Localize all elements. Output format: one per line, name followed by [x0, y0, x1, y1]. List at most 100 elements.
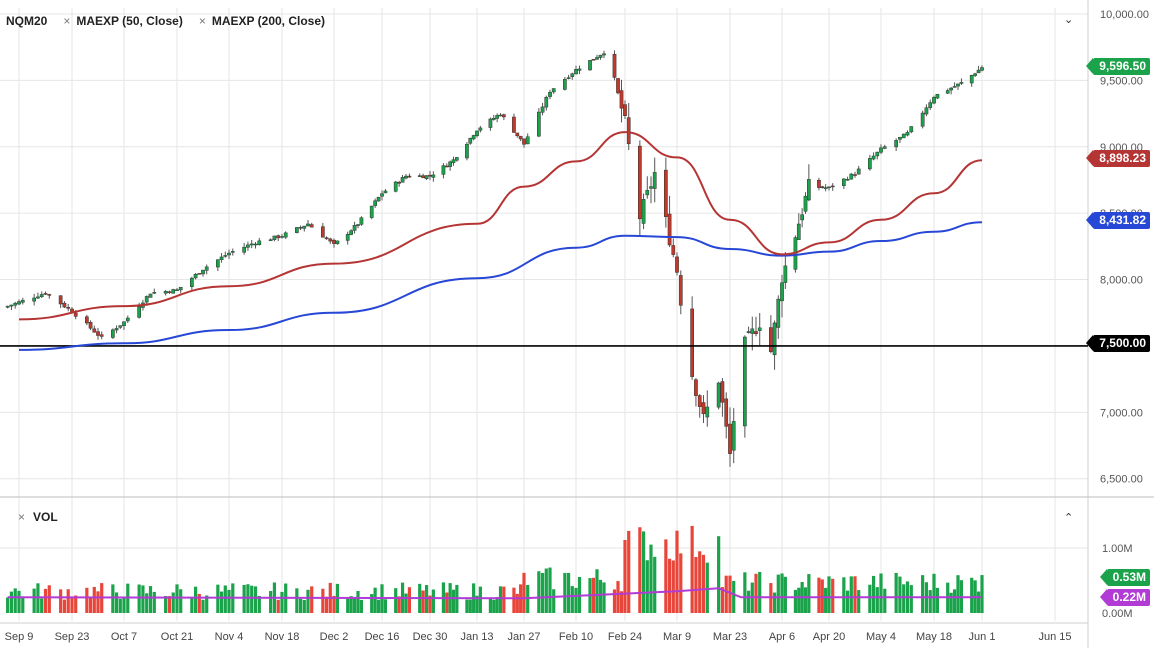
volume-bar — [356, 591, 360, 613]
candle-body — [757, 327, 762, 331]
volume-bar — [616, 581, 620, 613]
candle-body — [230, 251, 235, 253]
candle-body — [612, 53, 617, 78]
candle-body — [488, 118, 493, 128]
candle-body — [649, 186, 653, 189]
candle-body — [827, 186, 831, 189]
volume-ma-line — [7, 587, 982, 600]
volume-bar — [717, 536, 721, 613]
candle-body — [776, 298, 781, 328]
candle-body — [849, 173, 854, 180]
time-axis-tick: Jun 15 — [1038, 631, 1071, 643]
candle-body — [465, 143, 469, 159]
candle-body — [306, 223, 310, 227]
candle-body — [871, 155, 876, 160]
volume-bar — [671, 560, 675, 613]
candle-body — [588, 60, 592, 71]
candle-body — [924, 107, 929, 115]
volume-bar — [831, 578, 835, 613]
time-axis-tick: Oct 7 — [111, 631, 137, 643]
volume-bar — [566, 572, 571, 613]
candle-body — [455, 157, 459, 161]
candle-body — [800, 214, 804, 221]
volume-bar — [853, 576, 857, 613]
candle-body — [935, 93, 940, 99]
volume-bar — [602, 582, 606, 613]
volume-bar — [894, 572, 898, 613]
candle-body — [856, 168, 861, 175]
candle-body — [671, 245, 676, 255]
collapse-chevron-icon[interactable]: ⌄ — [1064, 14, 1074, 26]
volume-bar — [111, 584, 115, 613]
volume-bar — [641, 531, 646, 613]
candle-body — [393, 181, 398, 192]
volume-bar — [623, 539, 627, 613]
close-icon[interactable]: × — [198, 14, 206, 28]
volume-bar — [190, 597, 194, 613]
candle-body — [512, 116, 516, 133]
volume-bar — [780, 573, 784, 613]
volume-bar — [772, 592, 777, 613]
volume-bar — [694, 556, 698, 613]
candle-body — [750, 328, 755, 334]
level-price-tag: 7,500.00 — [1086, 335, 1150, 352]
volume-bar — [705, 562, 709, 613]
volume-bar — [638, 527, 642, 613]
volume-bar — [223, 585, 227, 613]
volume-bar — [92, 586, 96, 613]
candle-body — [404, 175, 408, 179]
ma200-price-tag: 8,431.82 — [1086, 212, 1150, 229]
time-axis-tick: Feb 10 — [559, 631, 593, 643]
candle-body — [551, 88, 556, 93]
close-icon[interactable]: × — [18, 510, 26, 524]
time-axis-tick: Dec 30 — [413, 631, 448, 643]
close-icon[interactable]: × — [63, 14, 71, 28]
volume-bar — [724, 575, 728, 613]
volume-bar — [17, 590, 21, 613]
candle-body — [167, 291, 172, 293]
candle-body — [280, 236, 284, 238]
candle-body — [574, 69, 578, 75]
candle-body — [219, 256, 224, 260]
volume-bar — [720, 587, 725, 613]
volume-bar — [179, 589, 183, 613]
candle-body — [537, 111, 541, 137]
volume-bar — [570, 586, 574, 613]
candle-body — [701, 402, 706, 415]
volume-bar — [59, 589, 63, 613]
candle-body — [383, 190, 388, 194]
volume-bar — [595, 569, 599, 613]
candle-body — [842, 178, 846, 186]
volume-bar — [376, 599, 381, 613]
candle-body — [478, 127, 483, 131]
candle-body — [720, 381, 725, 403]
volume-ma-tag: 0.22M — [1099, 589, 1150, 606]
volume-bar — [879, 573, 883, 613]
candle-body — [845, 178, 850, 181]
candle-body — [623, 104, 627, 116]
volume-bar — [62, 599, 67, 613]
expand-chevron-icon[interactable]: ⌃ — [1064, 512, 1074, 524]
volume-bar — [675, 530, 679, 613]
candle-body — [817, 179, 821, 188]
volume-bar — [817, 577, 821, 613]
ma50-line — [18, 131, 983, 321]
candle-body — [96, 331, 100, 336]
volume-bar — [216, 584, 220, 613]
candle-body — [976, 69, 981, 74]
volume-bar — [649, 544, 653, 613]
time-axis-tick: May 18 — [916, 631, 952, 643]
candle-body — [352, 225, 357, 231]
volume-bar — [269, 591, 273, 613]
candle-body — [475, 130, 479, 137]
volume-bar — [164, 596, 168, 613]
candle-body — [675, 256, 679, 273]
volume-bar — [976, 591, 981, 613]
volume-bar — [928, 590, 932, 613]
candle-body — [716, 382, 721, 408]
volume-bar — [394, 588, 398, 613]
volume-bar — [548, 567, 552, 613]
candle-body — [276, 235, 281, 239]
candle-body — [359, 217, 364, 225]
